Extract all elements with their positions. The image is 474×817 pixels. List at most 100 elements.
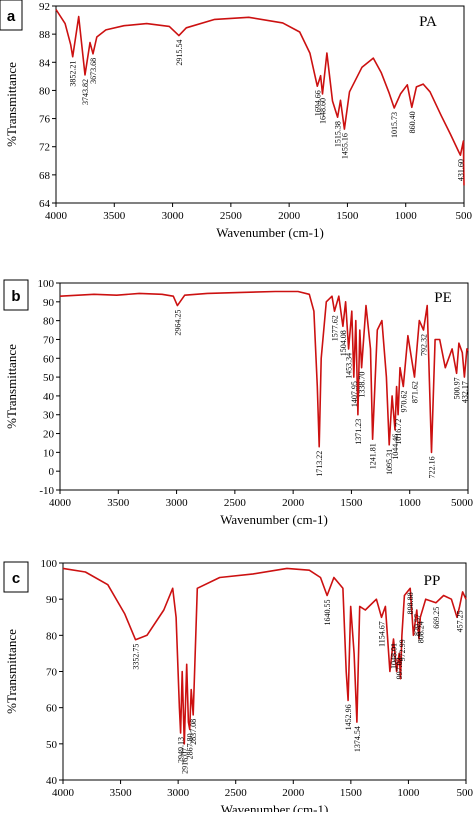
y-tick-label: 100 (41, 558, 58, 570)
x-tick-label: 2000 (282, 497, 305, 509)
x-tick-label: 1500 (336, 210, 359, 222)
panel-letter-box (0, 0, 23, 31)
spectrum-line (62, 567, 467, 745)
peak-label: 432.17 (460, 381, 469, 403)
x-tick-label: 3500 (110, 787, 133, 799)
peak-label: 1374.54 (353, 726, 362, 752)
x-tick-label: 3000 (162, 210, 185, 222)
y-tick-label: 80 (46, 630, 58, 642)
x-tick-label: 2000 (278, 210, 301, 222)
panel-letter: a (7, 8, 16, 25)
peak-label: 871.62 (411, 381, 420, 403)
peak-label: 970.62 (399, 391, 408, 413)
peak-label: 1044.46 (391, 434, 400, 460)
peak-label: 1016.72 (394, 419, 403, 445)
y-tick-label: 40 (43, 391, 55, 403)
x-tick-label: 2500 (224, 497, 247, 509)
peak-label: 2867.80 (186, 733, 195, 759)
peak-label: 457.25 (456, 610, 465, 632)
plot-frame (59, 282, 469, 491)
peak-label: 1048.01 (389, 643, 398, 669)
y-tick-label: 64 (39, 198, 51, 210)
peak-label: 972.99 (398, 639, 407, 661)
y-tick-label: 80 (43, 316, 55, 328)
peak-label: 722.16 (427, 456, 436, 478)
y-tick-label: 50 (43, 372, 55, 384)
x-tick-label: 3000 (167, 787, 190, 799)
peak-label: 1095.31 (385, 449, 394, 475)
peak-label: 1241.81 (369, 443, 378, 469)
polymer-label: PP (424, 573, 441, 589)
x-tick-label: 4000 (49, 497, 72, 509)
x-tick-label: 2500 (220, 210, 243, 222)
y-axis-title: %Transmittance (4, 629, 19, 714)
x-tick-label: 500 (456, 210, 473, 222)
peak-label: 3852.21 (69, 61, 78, 87)
peak-label: 2964.25 (173, 310, 182, 336)
peak-label: 860.40 (408, 111, 417, 133)
y-axis-title: %Transmittance (4, 344, 19, 429)
y-tick-label: 90 (43, 297, 55, 309)
panel-letter-box (3, 279, 29, 311)
y-tick-label: -10 (39, 485, 54, 497)
y-tick-label: 20 (43, 429, 55, 441)
x-tick-label: 1500 (340, 497, 363, 509)
peak-label: 808.24 (416, 621, 425, 643)
x-tick-label: 500 (457, 787, 474, 799)
peak-label: 1640.55 (323, 600, 332, 626)
peak-label: 3743.82 (81, 79, 90, 105)
x-axis-title: Wavenumber (cm-1) (216, 225, 324, 240)
peak-label: 1515.38 (334, 121, 343, 147)
x-tick-label: 1500 (340, 787, 363, 799)
peak-label: 1371.23 (354, 419, 363, 445)
peak-label: 1154.67 (378, 621, 387, 647)
peak-label: 1407.95 (350, 381, 359, 407)
x-tick-label: 2000 (282, 787, 305, 799)
y-tick-label: 70 (43, 334, 55, 346)
peak-label: 1338.70 (358, 372, 367, 398)
panel-letter: c (12, 570, 20, 587)
x-tick-label: 3500 (107, 497, 130, 509)
polymer-label: PE (434, 290, 452, 306)
peak-label: 669.25 (432, 607, 441, 629)
y-tick-label: 10 (43, 447, 55, 459)
x-tick-label: 1000 (395, 210, 418, 222)
panel-letter-box (3, 561, 29, 593)
y-tick-label: 88 (39, 29, 51, 41)
y-tick-label: 84 (39, 57, 51, 69)
peak-label: 2949.13 (177, 737, 186, 763)
y-axis-title: %Transmittance (4, 62, 19, 147)
y-tick-label: 60 (46, 703, 58, 715)
panel-a: 4000 3500 3000 2500 2000 1500 1000 500 64 68 72 76 8… (0, 0, 473, 240)
peak-label: 1577.62 (331, 315, 340, 341)
peak-label: 997.03 (395, 657, 404, 679)
y-tick-label: 76 (39, 114, 51, 126)
y-tick-label: 40 (46, 775, 58, 787)
peak-label: 1455.16 (340, 133, 349, 159)
peak-label: 1504.08 (339, 330, 348, 356)
y-tick-label: 60 (43, 353, 55, 365)
y-tick-label: 0 (49, 466, 55, 478)
y-tick-label: 30 (43, 410, 55, 422)
peak-label: 1713.22 (315, 451, 324, 477)
x-tick-label: 1000 (399, 497, 422, 509)
peak-label: 1015.73 (390, 112, 399, 138)
peak-label: 3673.68 (89, 58, 98, 84)
x-tick-label: 2500 (225, 787, 248, 799)
peak-label: 792.32 (420, 334, 429, 356)
polymer-label: PA (419, 14, 437, 30)
x-tick-label: 3000 (166, 497, 189, 509)
y-tick-label: 70 (46, 667, 58, 679)
y-tick-label: 92 (39, 1, 50, 13)
x-axis-title: Wavenumber (cm-1) (221, 802, 329, 812)
y-tick-label: 72 (39, 142, 50, 154)
spectrum-line (59, 290, 469, 454)
x-tick-label: 4000 (45, 210, 68, 222)
peak-label: 500.97 (453, 377, 462, 399)
spectrum-line (55, 9, 465, 186)
peak-label: 2915.54 (175, 40, 184, 66)
x-axis-title: Wavenumber (cm-1) (220, 512, 328, 527)
peak-label: 2916.07 (180, 748, 189, 774)
